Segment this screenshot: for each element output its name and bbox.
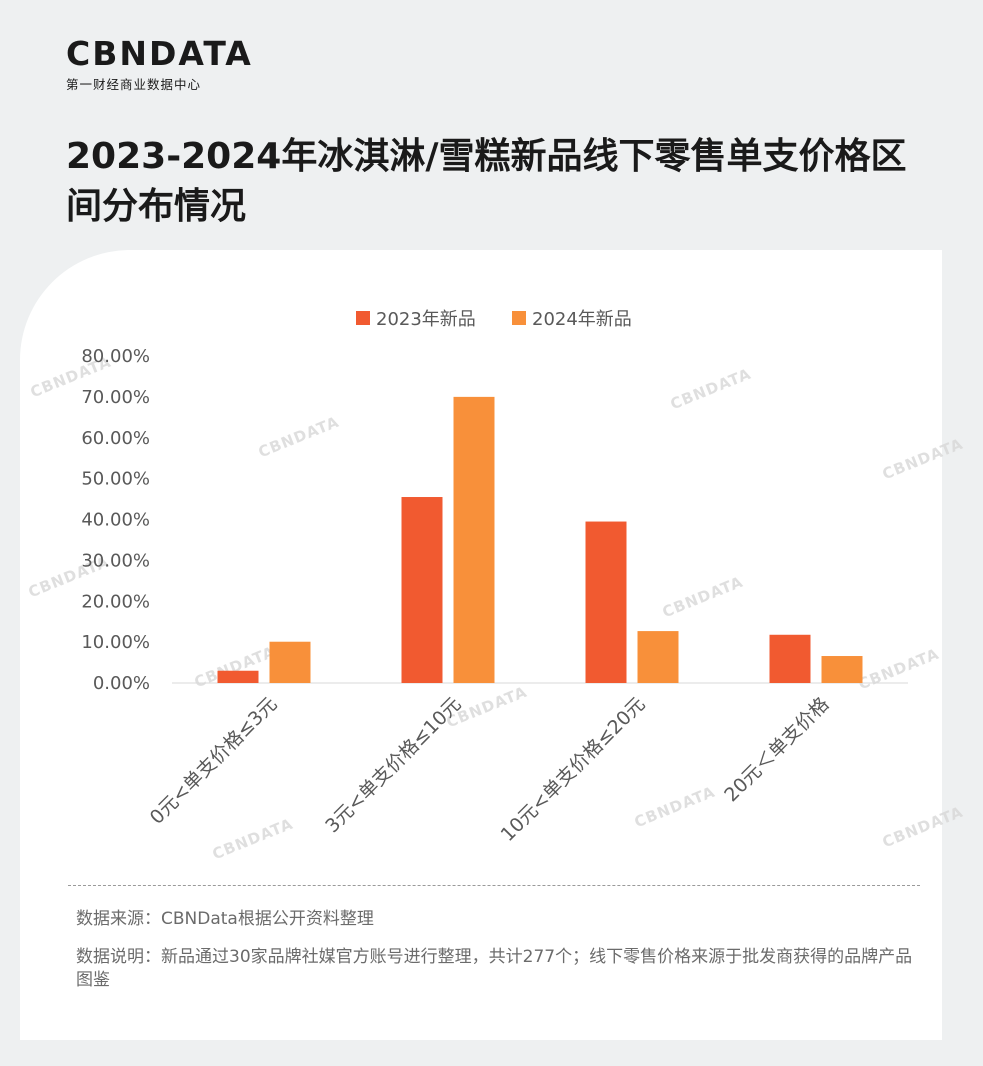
bar-2024-1	[269, 641, 311, 683]
chart-card: CBNDATA CBNDATA CBNDATA CBNDATA CBNDATA …	[20, 250, 966, 1040]
y-tick-label: 10.00%	[81, 632, 150, 653]
x-category-label: 0元<单支价格≤3元	[146, 693, 282, 829]
logo-subtitle: 第一财经商业数据中心	[66, 77, 202, 92]
bar-2023-4	[769, 634, 811, 683]
logo-text: CBNDATA	[66, 34, 253, 73]
bar-2023-1	[217, 670, 259, 683]
bar-2023-3	[585, 521, 627, 683]
bar-2024-2	[453, 396, 495, 683]
x-category-label: 10元<单支价格≤20元	[497, 693, 650, 846]
y-tick-label: 70.00%	[81, 387, 150, 408]
y-tick-label: 60.00%	[81, 428, 150, 449]
divider	[68, 885, 920, 886]
bar-2024-4	[821, 656, 863, 683]
x-category-label: 3元<单支价格≤10元	[321, 693, 465, 837]
bar-chart: 0.00% 10.00% 20.00% 30.00% 40.00% 50.00% 60.00…	[81, 309, 908, 846]
data-source-note: 数据来源：CBNData根据公开资料整理	[76, 909, 374, 929]
data-explanation-note: 数据说明：新品通过30家品牌社媒官方账号进行整理，共计277个；线下零售价格来源…	[76, 947, 913, 990]
y-tick-label: 30.00%	[81, 550, 150, 571]
legend-label-2: 2024年新品	[532, 309, 632, 330]
y-tick-label: 20.00%	[81, 591, 150, 612]
legend-swatch-2	[512, 311, 526, 325]
legend-swatch-1	[356, 311, 370, 325]
page-title: 2023-2024年冰淇淋/雪糕新品线下零售单支价格区间分布情况	[66, 136, 907, 227]
y-tick-label: 40.00%	[81, 510, 150, 531]
legend-label-1: 2023年新品	[376, 309, 476, 330]
bar-2023-2	[401, 497, 443, 683]
bar-2024-3	[637, 631, 679, 683]
x-category-label: 20元＜单支价格	[720, 693, 833, 806]
y-tick-label: 50.00%	[81, 469, 150, 490]
brand-logo: CBNDATA 第一财经商业数据中心	[66, 36, 253, 93]
y-tick-label: 80.00%	[81, 346, 150, 367]
y-tick-label: 0.00%	[93, 673, 150, 694]
